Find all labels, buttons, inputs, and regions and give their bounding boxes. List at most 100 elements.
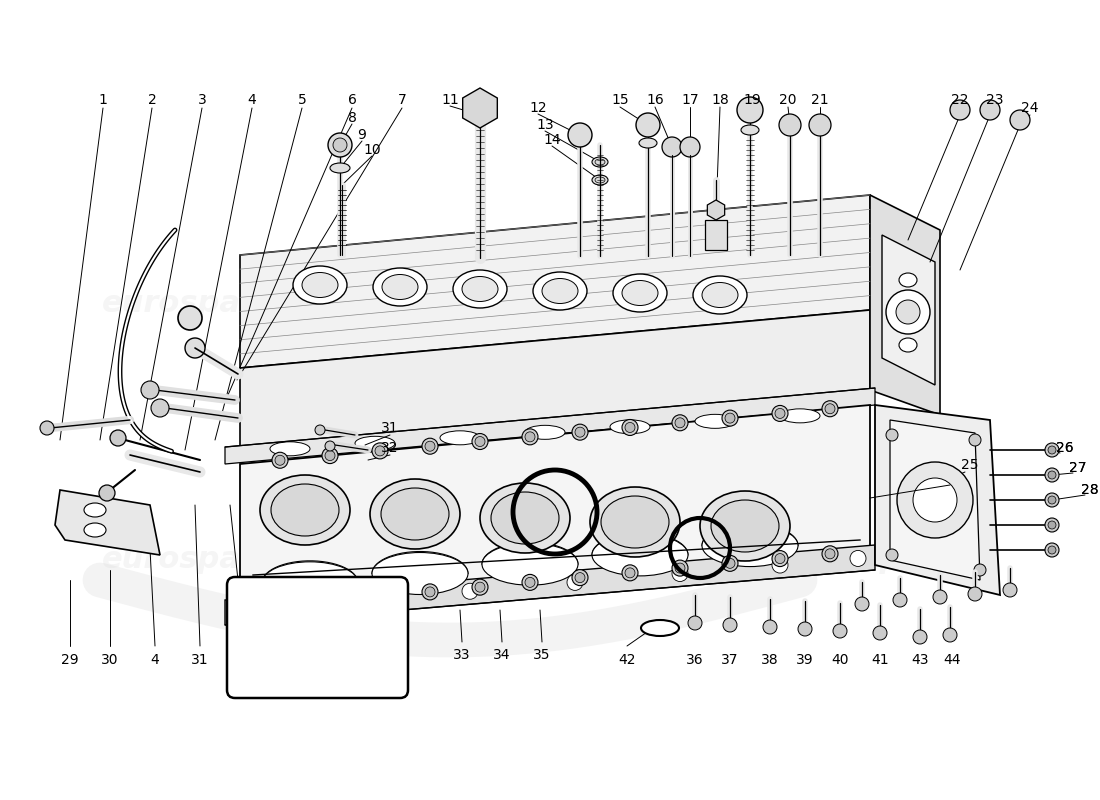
Text: 1: 1	[99, 93, 108, 107]
FancyBboxPatch shape	[227, 577, 408, 698]
Text: 22: 22	[952, 93, 969, 107]
Ellipse shape	[370, 479, 460, 549]
Text: 28: 28	[1081, 483, 1099, 497]
Circle shape	[272, 452, 288, 468]
Text: 43: 43	[911, 653, 928, 667]
Ellipse shape	[613, 274, 667, 312]
Text: 4: 4	[151, 653, 160, 667]
Circle shape	[566, 574, 583, 590]
Text: eurospares: eurospares	[783, 546, 977, 574]
Circle shape	[322, 447, 338, 463]
Circle shape	[776, 554, 785, 563]
Circle shape	[662, 137, 682, 157]
Text: 44: 44	[944, 653, 960, 667]
Ellipse shape	[372, 553, 468, 594]
Text: 10: 10	[363, 143, 381, 157]
Ellipse shape	[534, 272, 587, 310]
Circle shape	[324, 441, 336, 451]
Ellipse shape	[702, 282, 738, 307]
Text: 36: 36	[686, 653, 704, 667]
Text: 40: 40	[832, 653, 849, 667]
Polygon shape	[890, 420, 980, 580]
Circle shape	[943, 628, 957, 642]
Text: 26: 26	[1056, 441, 1074, 455]
Ellipse shape	[695, 414, 735, 428]
Text: 37: 37	[722, 653, 739, 667]
Ellipse shape	[270, 442, 310, 456]
Text: eurospares: eurospares	[508, 290, 702, 318]
Circle shape	[886, 549, 898, 561]
Ellipse shape	[355, 436, 395, 450]
Text: 26: 26	[1056, 441, 1074, 455]
Circle shape	[1048, 471, 1056, 479]
Circle shape	[737, 97, 763, 123]
Ellipse shape	[271, 484, 339, 536]
Text: 3: 3	[198, 93, 207, 107]
Ellipse shape	[601, 496, 669, 548]
Text: 33: 33	[453, 648, 471, 662]
Text: 16: 16	[646, 93, 664, 107]
Circle shape	[855, 597, 869, 611]
Text: 21: 21	[811, 93, 828, 107]
Text: 42: 42	[618, 653, 636, 667]
Text: eurospares: eurospares	[101, 546, 295, 574]
Circle shape	[178, 306, 202, 330]
Circle shape	[725, 558, 735, 568]
Ellipse shape	[453, 270, 507, 308]
Circle shape	[141, 381, 160, 399]
Text: 6: 6	[348, 93, 356, 107]
Circle shape	[372, 443, 388, 459]
Circle shape	[625, 568, 635, 578]
Ellipse shape	[693, 276, 747, 314]
Circle shape	[833, 624, 847, 638]
Circle shape	[525, 432, 535, 442]
Ellipse shape	[741, 125, 759, 135]
Circle shape	[472, 579, 488, 595]
Text: 23: 23	[987, 93, 1003, 107]
Text: 27: 27	[1069, 461, 1087, 475]
Ellipse shape	[592, 534, 688, 576]
Circle shape	[621, 419, 638, 435]
Circle shape	[1048, 546, 1056, 554]
Text: 25: 25	[961, 458, 979, 472]
Circle shape	[621, 565, 638, 581]
Circle shape	[772, 557, 788, 573]
Ellipse shape	[542, 278, 578, 303]
Circle shape	[722, 410, 738, 426]
Circle shape	[1045, 468, 1059, 482]
Text: 34: 34	[493, 648, 510, 662]
Text: 11: 11	[441, 93, 459, 107]
Circle shape	[636, 113, 660, 137]
Text: 18: 18	[711, 93, 729, 107]
Text: 19: 19	[744, 93, 761, 107]
Text: 2: 2	[147, 93, 156, 107]
Circle shape	[725, 413, 735, 423]
Circle shape	[522, 429, 538, 445]
Ellipse shape	[462, 277, 498, 302]
Bar	[705, 220, 727, 250]
Circle shape	[262, 600, 278, 616]
Circle shape	[722, 555, 738, 571]
Text: 4: 4	[248, 93, 256, 107]
Ellipse shape	[440, 431, 480, 445]
Text: 2220: 2220	[296, 678, 339, 693]
Circle shape	[328, 133, 352, 157]
Text: 8: 8	[348, 111, 356, 125]
Ellipse shape	[525, 426, 565, 439]
Circle shape	[1048, 496, 1056, 504]
Circle shape	[1045, 493, 1059, 507]
Text: 35: 35	[534, 648, 551, 662]
Text: 30: 30	[101, 653, 119, 667]
Circle shape	[1010, 110, 1030, 130]
Polygon shape	[240, 310, 870, 448]
Circle shape	[822, 401, 838, 417]
Circle shape	[675, 418, 685, 428]
Circle shape	[322, 594, 338, 610]
Text: 13: 13	[536, 118, 553, 132]
Ellipse shape	[373, 268, 427, 306]
Circle shape	[886, 429, 898, 441]
Text: Du moteur:: Du moteur:	[277, 625, 356, 638]
Text: 9: 9	[358, 128, 366, 142]
Circle shape	[896, 300, 920, 324]
Circle shape	[324, 597, 336, 606]
